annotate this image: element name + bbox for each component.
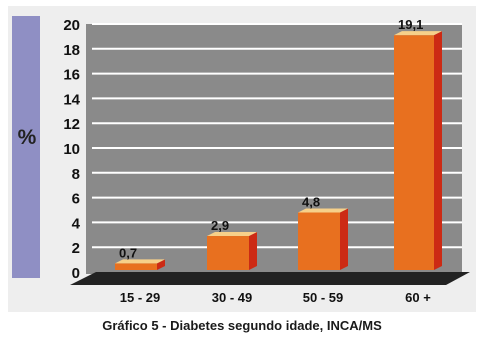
bar-front	[298, 212, 340, 270]
bar-front	[115, 263, 157, 270]
bar-side	[249, 232, 257, 270]
y-tick-label: 18	[63, 42, 80, 59]
y-tick-label: 20	[63, 17, 80, 34]
x-tick-label: 15 - 29	[120, 290, 160, 305]
y-tick-label: 14	[63, 91, 80, 108]
y-tick-label: 8	[72, 166, 80, 183]
x-tick-label: 30 - 49	[212, 290, 252, 305]
y-axis-label: %	[17, 126, 37, 149]
bar-1: 0,7	[115, 245, 165, 270]
y-tick-label: 6	[72, 191, 80, 208]
bar-top	[298, 208, 348, 213]
bar-side	[157, 259, 165, 270]
bar-2: 2,9	[207, 218, 257, 270]
chart-floor	[70, 272, 470, 285]
bar-value-label: 0,7	[119, 245, 137, 260]
chart-caption: Gráfico 5 - Diabetes segundo idade, INCA…	[102, 318, 382, 333]
bar-value-label: 2,9	[211, 218, 229, 233]
bar-3: 4,8	[298, 194, 348, 270]
y-axis-strip	[12, 16, 40, 278]
x-tick-labels: 15 - 29 30 - 49 50 - 59 60 +	[120, 290, 431, 305]
y-tick-label: 2	[72, 240, 80, 257]
bar-side	[434, 31, 442, 270]
y-tick-label: 12	[63, 116, 80, 133]
y-tick-labels: 0 2 4 6 8 10 12 14 16 18 20	[63, 17, 80, 282]
bar-top	[207, 232, 257, 237]
bar-top	[394, 31, 442, 36]
bar-front	[394, 35, 434, 270]
bar-front	[207, 236, 249, 270]
bar-4: 19,1	[394, 17, 442, 270]
bar-side	[340, 208, 348, 270]
y-tick-label: 16	[63, 67, 80, 84]
y-tick-label: 0	[72, 265, 80, 282]
bar-value-label: 19,1	[398, 17, 423, 32]
x-tick-label: 50 - 59	[303, 290, 343, 305]
y-tick-label: 10	[63, 141, 80, 158]
bar-top	[115, 259, 165, 264]
x-tick-label: 60 +	[405, 290, 431, 305]
bars: 0,7 2,9 4,8 19,1	[115, 17, 442, 270]
y-tick-label: 4	[72, 215, 81, 232]
bar-value-label: 4,8	[302, 194, 320, 209]
